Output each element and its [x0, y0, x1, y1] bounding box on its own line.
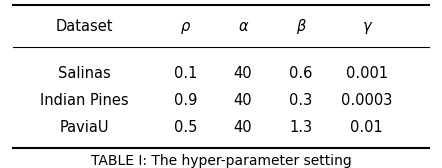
Text: 0.001: 0.001 — [346, 66, 388, 81]
Text: 0.0003: 0.0003 — [341, 93, 392, 108]
Text: 0.5: 0.5 — [174, 120, 197, 135]
Text: 0.1: 0.1 — [174, 66, 197, 81]
Text: 0.01: 0.01 — [351, 120, 383, 135]
Text: 0.3: 0.3 — [289, 93, 312, 108]
Text: PaviaU: PaviaU — [59, 120, 109, 135]
Text: ρ: ρ — [181, 19, 190, 34]
Text: TABLE I: The hyper-parameter setting: TABLE I: The hyper-parameter setting — [91, 154, 351, 168]
Text: Dataset: Dataset — [55, 19, 113, 34]
Text: 40: 40 — [234, 120, 252, 135]
Text: α: α — [238, 19, 248, 34]
Text: Salinas: Salinas — [57, 66, 110, 81]
Text: 40: 40 — [234, 66, 252, 81]
Text: 1.3: 1.3 — [289, 120, 312, 135]
Text: 40: 40 — [234, 93, 252, 108]
Text: Indian Pines: Indian Pines — [40, 93, 128, 108]
Text: 0.9: 0.9 — [174, 93, 197, 108]
Text: γ: γ — [362, 19, 371, 34]
Text: 0.6: 0.6 — [289, 66, 312, 81]
Text: β: β — [296, 19, 305, 34]
